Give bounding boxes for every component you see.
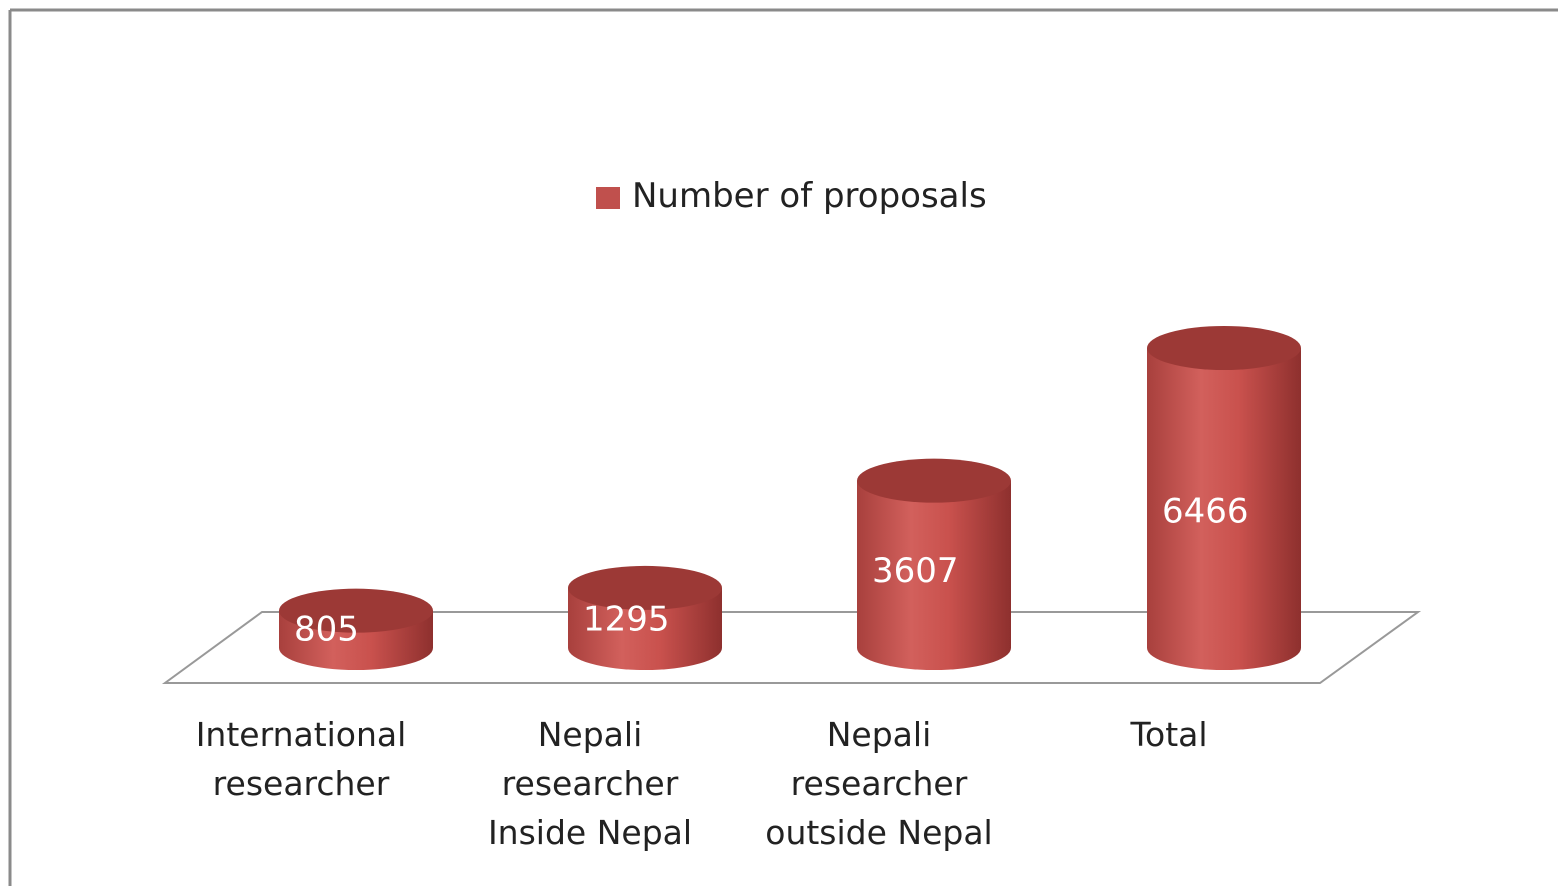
value-label: 1295 — [583, 599, 670, 639]
cylinder-top — [857, 458, 1011, 503]
cylinder-body — [1147, 348, 1301, 670]
floor — [161, 611, 1422, 684]
cylinder-body — [568, 587, 722, 670]
x-tick-label: International researcher — [195, 715, 407, 803]
cylinder-top — [568, 565, 722, 610]
x-tick-label: Total — [1130, 715, 1208, 754]
cylinder-top — [279, 588, 433, 633]
cylinder-body — [857, 480, 1011, 670]
value-label: 805 — [294, 610, 359, 650]
x-tick-label: Nepali researcher outside Nepal — [765, 715, 993, 852]
legend-swatch — [596, 187, 620, 209]
x-tick-label: Nepali researcher Inside Nepal — [487, 715, 693, 852]
value-label: 6466 — [1162, 492, 1249, 532]
legend-label: Number of proposals — [632, 176, 987, 216]
value-label: 3607 — [872, 551, 959, 591]
cylinder-top — [1147, 326, 1301, 370]
